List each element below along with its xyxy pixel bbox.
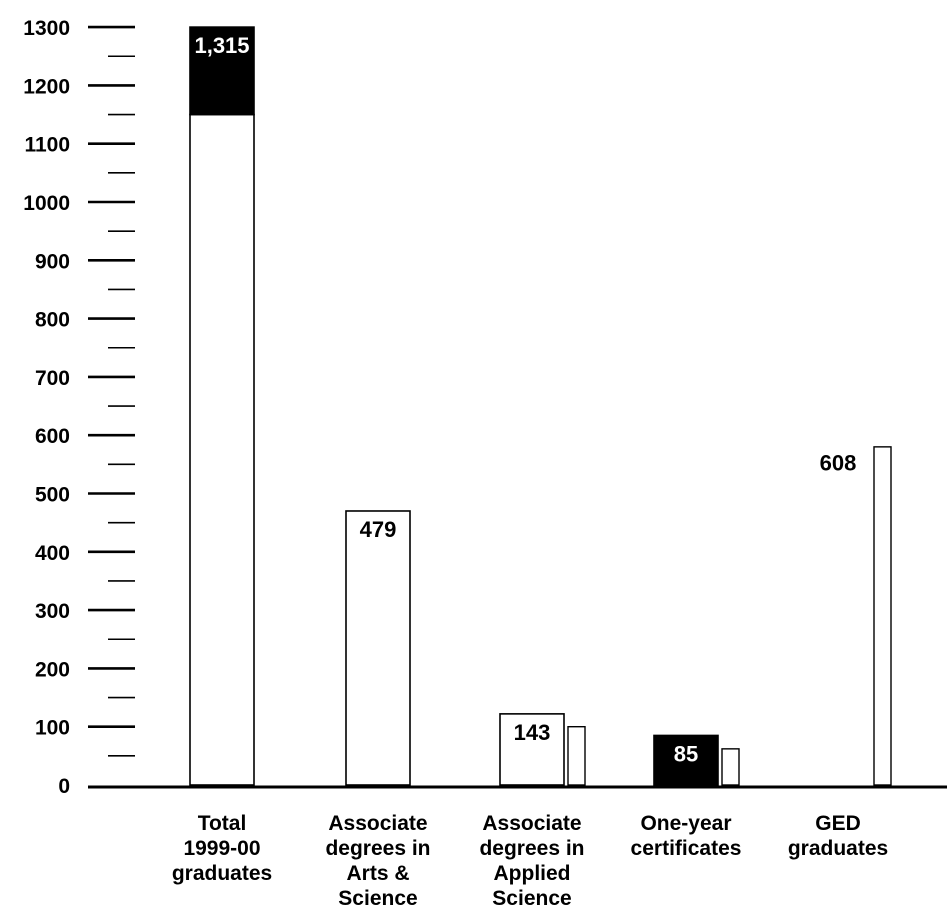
y-axis: 0 100 200 300 400 500 600 700 800 900 1000 1100 1200… [23, 17, 135, 798]
category-label: GED graduates [788, 812, 888, 860]
y-tick-label: 1200 [23, 75, 70, 98]
category-label-line: Arts & [346, 862, 409, 885]
y-tick-label: 800 [35, 309, 70, 332]
category-label-line: graduates [788, 837, 888, 860]
y-tick-label: 500 [35, 484, 70, 507]
secondary-bar [567, 726, 586, 786]
category-label-line: Applied [494, 862, 571, 885]
bar-value-label: 1,315 [194, 33, 249, 58]
bar-value-label: 85 [674, 741, 698, 766]
y-tick-label: 1100 [24, 134, 70, 157]
bar-segment [345, 510, 411, 786]
y-tick-label: 700 [35, 367, 70, 390]
category-label-line: certificates [631, 837, 742, 860]
bar-value-label: 479 [360, 517, 397, 542]
category-label-line: One-year [640, 812, 731, 835]
y-tick-label: 300 [35, 600, 70, 623]
bars: 1,315 479 143 85 608 [189, 26, 892, 786]
bar-value-label: 608 [820, 451, 857, 476]
y-tick-label: 100 [35, 717, 70, 740]
category-label: One-year certificates [631, 812, 742, 860]
bar-segment [499, 713, 565, 786]
y-tick-label: 0 [58, 775, 70, 798]
category-label-line: Total [198, 812, 247, 835]
category-label-line: degrees in [325, 837, 430, 860]
y-tick-label: 1000 [23, 192, 70, 215]
category-label-line: 1999-00 [183, 837, 260, 860]
category-label: Associate degrees in Arts & Science [325, 812, 430, 910]
y-tick-label: 1300 [23, 17, 70, 40]
y-tick-label: 900 [35, 250, 70, 273]
category-label-line: graduates [172, 862, 272, 885]
category-label-line: Science [338, 887, 417, 910]
y-tick-label: 400 [35, 542, 70, 565]
category-label-line: Associate [328, 812, 427, 835]
bar-segment [653, 734, 719, 786]
category-label-line: Associate [482, 812, 581, 835]
category-label: Total 1999-00 graduates [172, 812, 272, 885]
secondary-bar [721, 748, 740, 786]
y-tick-label: 600 [35, 425, 70, 448]
category-label-line: GED [815, 812, 861, 835]
bar-segment [189, 26, 255, 116]
secondary-bar [873, 446, 892, 786]
category-label: Associate degrees in Applied Science [479, 812, 584, 910]
category-label-line: degrees in [479, 837, 584, 860]
category-label-line: Science [492, 887, 571, 910]
bar-segment [189, 113, 255, 786]
bar-value-label: 143 [514, 720, 551, 745]
y-tick-label: 200 [35, 658, 70, 681]
